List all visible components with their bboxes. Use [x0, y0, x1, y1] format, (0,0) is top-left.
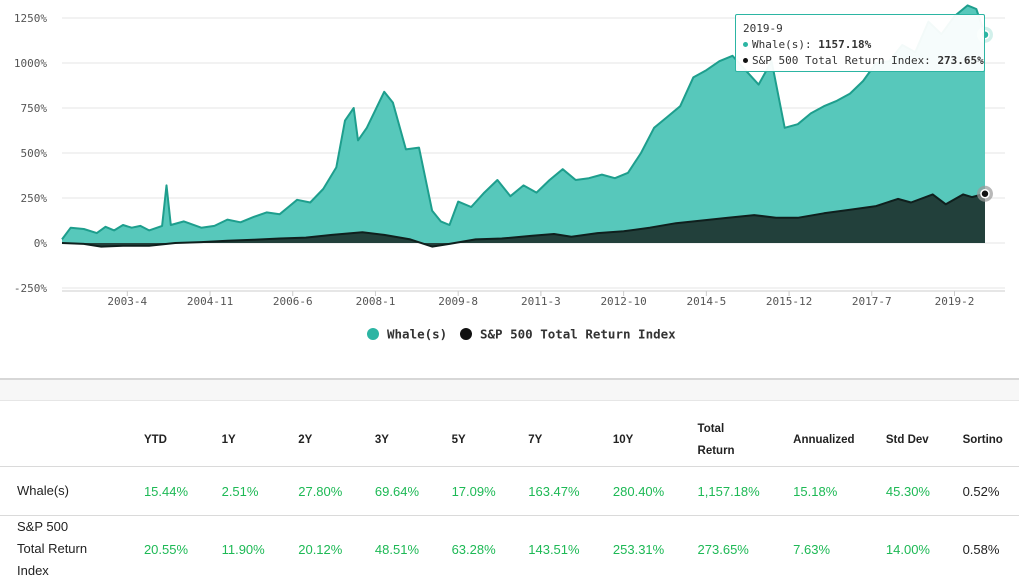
- table-header-cell: YTD: [144, 414, 222, 467]
- value-cell: 17.09%: [452, 467, 529, 516]
- value-cell: 0.52%: [963, 467, 1019, 516]
- value-cell: 15.44%: [144, 467, 222, 516]
- value-cell: 45.30%: [886, 467, 963, 516]
- value-cell: 143.51%: [528, 516, 613, 582]
- value-cell: 253.31%: [613, 516, 698, 582]
- tooltip-value: 273.65%: [937, 54, 983, 67]
- x-tick-label: 2015-12: [766, 295, 812, 308]
- tooltip-date: 2019-9: [743, 21, 976, 37]
- value-cell: 14.00%: [886, 516, 963, 582]
- legend-marker: [367, 328, 379, 340]
- x-tick-label: 2008-1: [356, 295, 396, 308]
- row-name: Whale(s): [0, 467, 144, 516]
- value-cell: 280.40%: [613, 467, 698, 516]
- whale-dot-icon: [743, 42, 748, 47]
- value-cell: 48.51%: [375, 516, 452, 582]
- sp500-hover-point: [981, 190, 989, 198]
- value-cell: 20.55%: [144, 516, 222, 582]
- value-cell: 7.63%: [793, 516, 886, 582]
- x-tick-label: 2006-6: [273, 295, 313, 308]
- chart-area: 1250% 1000% 750% 500% 250% 0% -250% 2003-4 2004-…: [0, 0, 1019, 378]
- value-cell: 1,157.18%: [698, 467, 794, 516]
- x-tick-label: 2012-10: [600, 295, 646, 308]
- section-gap: [0, 380, 1019, 401]
- table-header-cell: 3Y: [375, 414, 452, 467]
- tooltip-label: Whale(s):: [752, 38, 818, 51]
- x-tick-label: 2004-11: [187, 295, 233, 308]
- value-cell: 15.18%: [793, 467, 886, 516]
- x-tick-label: 2003-4: [107, 295, 147, 308]
- x-tick-label: 2009-8: [438, 295, 478, 308]
- x-tick-label: 2011-3: [521, 295, 561, 308]
- value-cell: 273.65%: [698, 516, 794, 582]
- tooltip-row-sp500: S&P 500 Total Return Index: 273.65%: [743, 53, 976, 69]
- table-row: Whale(s)15.44%2.51%27.80%69.64%17.09%163…: [0, 467, 1019, 516]
- legend-marker: [460, 328, 472, 340]
- x-tick-label: 2019-2: [935, 295, 975, 308]
- tooltip-value: 1157.18%: [818, 38, 871, 51]
- value-cell: 63.28%: [452, 516, 529, 582]
- table-header-cell: Std Dev: [886, 414, 963, 467]
- y-tick-label: 500%: [21, 147, 48, 160]
- table-header-corner: [0, 414, 144, 467]
- y-tick-label: 250%: [21, 192, 48, 205]
- value-cell: 20.12%: [298, 516, 375, 582]
- legend-label: Whale(s): [387, 327, 447, 342]
- tooltip-label: S&P 500 Total Return Index:: [752, 54, 937, 67]
- table-header-cell: 7Y: [528, 414, 613, 467]
- y-tick-label: 0%: [34, 237, 48, 250]
- value-cell: 0.58%: [963, 516, 1019, 582]
- y-tick-label: -250%: [14, 282, 47, 295]
- table-header-cell: Sortino: [963, 414, 1019, 467]
- value-cell: 163.47%: [528, 467, 613, 516]
- sp500-dot-icon: [743, 58, 748, 63]
- table-header-cell: 5Y: [452, 414, 529, 467]
- value-cell: 27.80%: [298, 467, 375, 516]
- legend-item-sp500[interactable]: S&P 500 Total Return Index: [460, 327, 676, 342]
- chart-tooltip: 2019-9 Whale(s): 1157.18% S&P 500 Total …: [735, 14, 985, 72]
- value-cell: 11.90%: [222, 516, 299, 582]
- table-header-cell: 1Y: [222, 414, 299, 467]
- table-header-cell: 10Y: [613, 414, 698, 467]
- value-cell: 69.64%: [375, 467, 452, 516]
- legend-label: S&P 500 Total Return Index: [480, 327, 676, 342]
- y-tick-label: 750%: [21, 102, 48, 115]
- x-tick-label: 2017-7: [852, 295, 892, 308]
- table-header-cell: Annualized: [793, 414, 886, 467]
- tooltip-row-whale: Whale(s): 1157.18%: [743, 37, 976, 53]
- y-tick-label: 1000%: [14, 57, 47, 70]
- x-tick-label: 2014-5: [686, 295, 726, 308]
- value-cell: 2.51%: [222, 467, 299, 516]
- legend-item-whale[interactable]: Whale(s): [367, 327, 447, 342]
- table-header-cell: 2Y: [298, 414, 375, 467]
- y-tick-label: 1250%: [14, 12, 47, 25]
